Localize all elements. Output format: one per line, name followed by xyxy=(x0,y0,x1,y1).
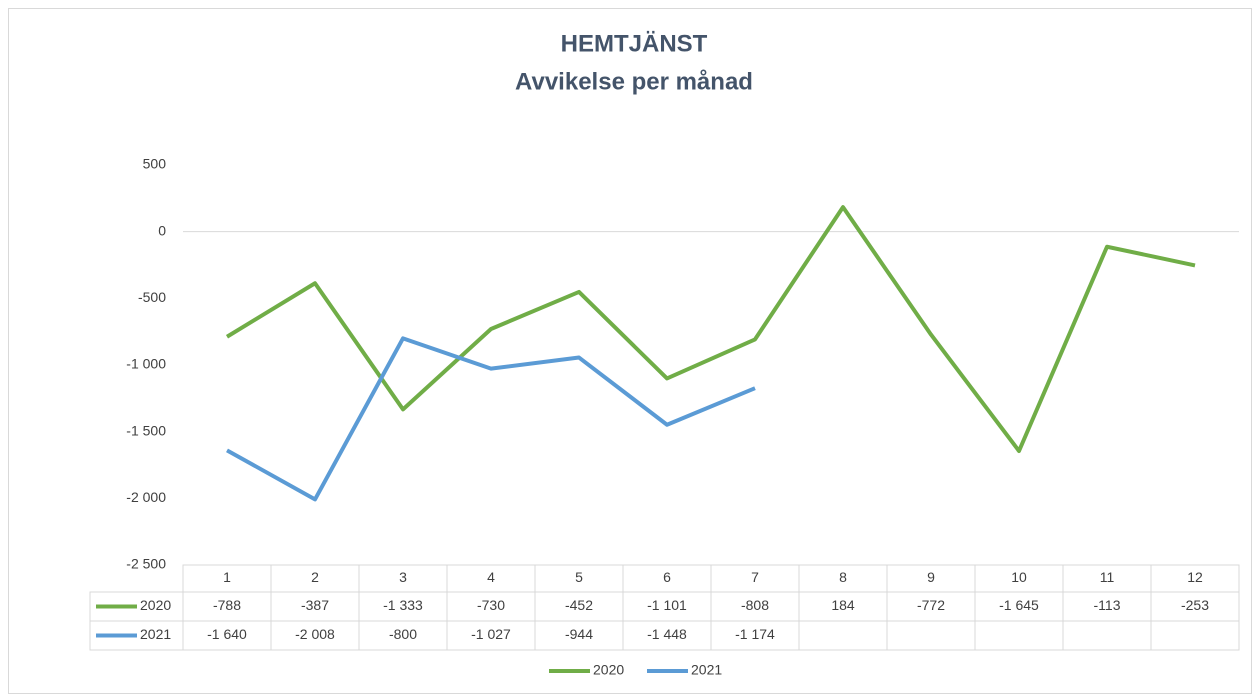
y-tick-label: -1 500 xyxy=(126,422,166,438)
table-value: -1 645 xyxy=(999,597,1039,613)
y-tick-label: 500 xyxy=(143,156,167,172)
x-tick-label: 5 xyxy=(575,569,583,585)
table-value: -253 xyxy=(1181,597,1209,613)
y-tick-label: -2 000 xyxy=(126,489,166,505)
x-tick-label: 11 xyxy=(1100,569,1115,585)
x-tick-label: 7 xyxy=(751,569,759,585)
x-tick-label: 12 xyxy=(1187,569,1203,585)
y-tick-label: 0 xyxy=(158,222,166,238)
chart-border xyxy=(8,8,1252,694)
table-value: -800 xyxy=(389,626,417,642)
x-tick-label: 3 xyxy=(399,569,407,585)
y-tick-label: -1 000 xyxy=(126,356,166,372)
table-series-name: 2020 xyxy=(140,597,171,613)
table-value: -452 xyxy=(565,597,593,613)
table-value: -730 xyxy=(477,597,505,613)
legend-label: 2021 xyxy=(691,662,722,678)
table-series-name: 2021 xyxy=(140,626,171,642)
table-value: -2 008 xyxy=(295,626,335,642)
table-value: -772 xyxy=(917,597,945,613)
table-value: -1 640 xyxy=(207,626,247,642)
x-tick-label: 9 xyxy=(927,569,935,585)
table-value: -1 027 xyxy=(471,626,511,642)
y-tick-label: -2 500 xyxy=(126,556,166,572)
series-line xyxy=(226,336,756,502)
table-cell xyxy=(1150,620,1240,651)
table-value: -1 448 xyxy=(647,626,687,642)
x-tick-label: 8 xyxy=(839,569,847,585)
table-value: -944 xyxy=(565,626,593,642)
table-value: -808 xyxy=(741,597,769,613)
x-tick-label: 6 xyxy=(663,569,671,585)
table-value: -387 xyxy=(301,597,329,613)
legend-label: 2020 xyxy=(593,662,624,678)
y-tick-label: -500 xyxy=(138,289,166,305)
series-line xyxy=(225,205,1196,453)
table-value: 184 xyxy=(831,597,855,613)
table-value: -1 101 xyxy=(647,597,687,613)
chart-title: HEMTJÄNST xyxy=(561,30,708,57)
table-value: -788 xyxy=(213,597,241,613)
chart-subtitle: Avvikelse per månad xyxy=(515,68,753,95)
x-tick-label: 10 xyxy=(1011,569,1027,585)
x-tick-label: 1 xyxy=(223,569,231,585)
table-value: -113 xyxy=(1094,597,1121,613)
x-tick-label: 4 xyxy=(487,569,495,585)
table-value: -1 333 xyxy=(383,597,423,613)
table-value: -1 174 xyxy=(735,626,775,642)
x-tick-label: 2 xyxy=(311,569,319,585)
